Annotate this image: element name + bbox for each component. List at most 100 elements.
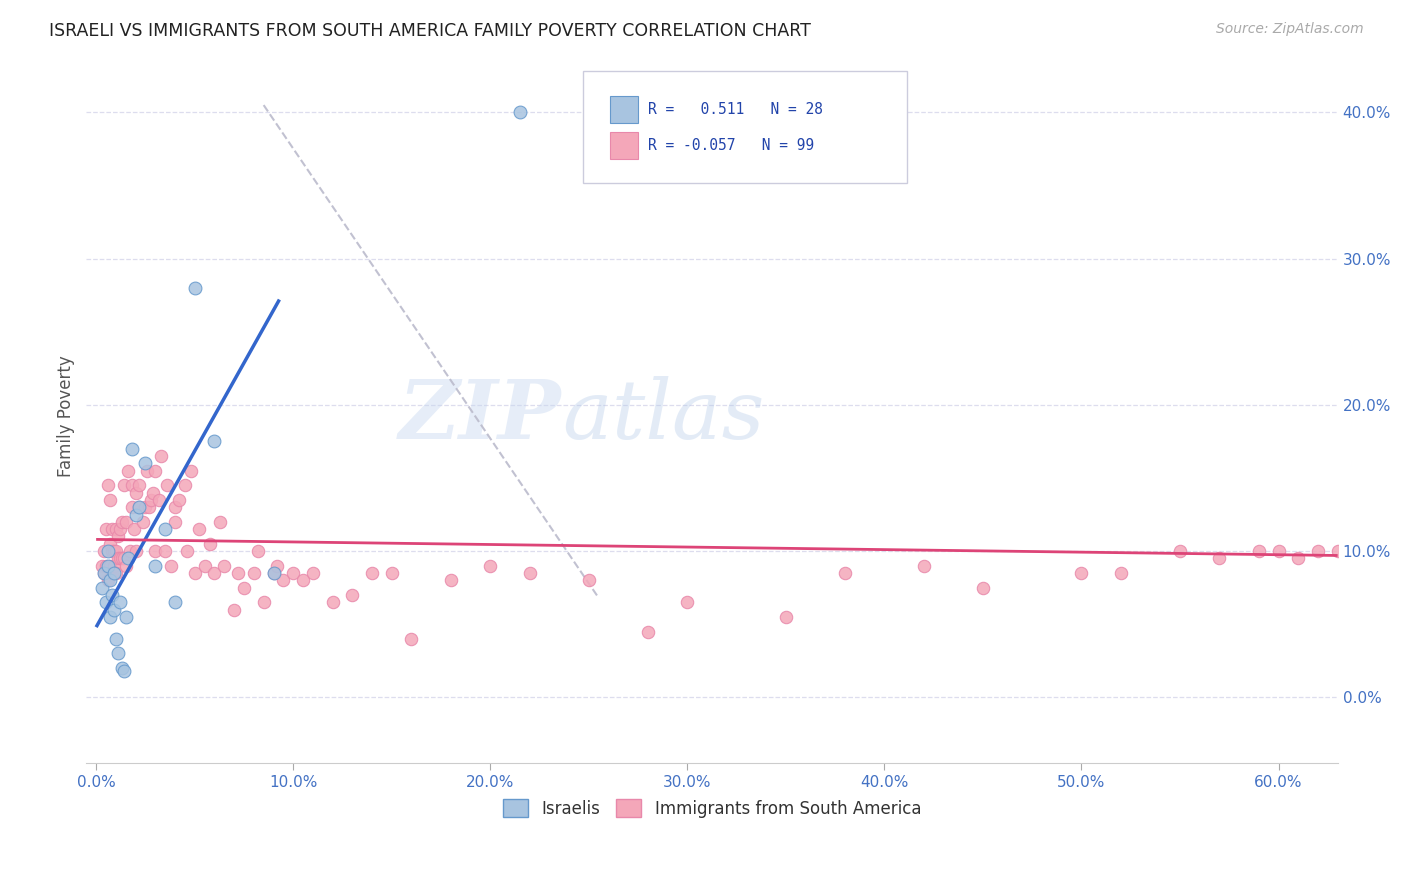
Point bbox=[98, 574, 121, 588]
Point bbox=[183, 566, 205, 580]
Point bbox=[183, 281, 205, 295]
Text: atlas: atlas bbox=[562, 376, 765, 456]
Point bbox=[103, 544, 125, 558]
Point bbox=[156, 478, 179, 492]
Point bbox=[124, 508, 146, 522]
Text: ISRAELI VS IMMIGRANTS FROM SOUTH AMERICA FAMILY POVERTY CORRELATION CHART: ISRAELI VS IMMIGRANTS FROM SOUTH AMERICA… bbox=[49, 22, 811, 40]
Point bbox=[200, 537, 222, 551]
Point bbox=[1109, 566, 1132, 580]
Point bbox=[114, 558, 136, 573]
Point bbox=[118, 544, 141, 558]
Point bbox=[124, 485, 146, 500]
Point bbox=[153, 544, 176, 558]
Point bbox=[1286, 551, 1309, 566]
Point bbox=[121, 500, 143, 515]
Point bbox=[91, 581, 114, 595]
Point bbox=[97, 558, 120, 573]
Point bbox=[401, 632, 423, 646]
Point bbox=[212, 558, 235, 573]
Point bbox=[114, 515, 136, 529]
Point bbox=[263, 566, 285, 580]
Point bbox=[153, 522, 176, 536]
Point bbox=[578, 574, 600, 588]
Point bbox=[111, 515, 134, 529]
Point bbox=[112, 664, 135, 678]
Point bbox=[108, 522, 131, 536]
Legend: Israelis, Immigrants from South America: Israelis, Immigrants from South America bbox=[496, 793, 928, 824]
Point bbox=[222, 602, 245, 616]
Point bbox=[246, 544, 269, 558]
Point bbox=[243, 566, 266, 580]
Point bbox=[111, 661, 134, 675]
Point bbox=[143, 464, 166, 478]
Point bbox=[128, 478, 150, 492]
Point bbox=[124, 544, 146, 558]
Point bbox=[519, 566, 541, 580]
Point bbox=[104, 566, 127, 580]
Point bbox=[637, 624, 659, 639]
Point bbox=[103, 602, 125, 616]
Point bbox=[912, 558, 935, 573]
Point bbox=[143, 544, 166, 558]
Point bbox=[160, 558, 183, 573]
Point bbox=[138, 500, 160, 515]
Point bbox=[479, 558, 502, 573]
Point bbox=[1306, 544, 1329, 558]
Point bbox=[361, 566, 384, 580]
Point bbox=[103, 566, 125, 580]
Point bbox=[91, 558, 114, 573]
Point bbox=[134, 456, 156, 470]
Point bbox=[97, 478, 120, 492]
Point bbox=[676, 595, 699, 609]
Point bbox=[101, 522, 124, 536]
Point bbox=[176, 544, 198, 558]
Point bbox=[167, 492, 190, 507]
Point bbox=[104, 544, 127, 558]
Point bbox=[117, 464, 139, 478]
Point bbox=[509, 105, 531, 120]
Point bbox=[342, 588, 364, 602]
Point bbox=[114, 610, 136, 624]
Point bbox=[93, 566, 115, 580]
Point bbox=[101, 566, 124, 580]
Point bbox=[173, 478, 195, 492]
Point bbox=[98, 558, 121, 573]
Point bbox=[266, 558, 288, 573]
Point bbox=[142, 485, 165, 500]
Point bbox=[141, 492, 163, 507]
Point bbox=[202, 434, 225, 449]
Point bbox=[163, 515, 186, 529]
Point bbox=[292, 574, 315, 588]
Text: ZIP: ZIP bbox=[399, 376, 562, 456]
Point bbox=[972, 581, 994, 595]
Point bbox=[121, 478, 143, 492]
Point bbox=[150, 449, 173, 463]
Point bbox=[273, 574, 295, 588]
Text: R =   0.511   N = 28: R = 0.511 N = 28 bbox=[648, 103, 823, 117]
Point bbox=[112, 478, 135, 492]
Point bbox=[104, 522, 127, 536]
Point bbox=[163, 500, 186, 515]
Point bbox=[97, 574, 120, 588]
Point bbox=[834, 566, 856, 580]
Point bbox=[1267, 544, 1289, 558]
Point bbox=[1070, 566, 1092, 580]
Point bbox=[193, 558, 215, 573]
Point bbox=[128, 500, 150, 515]
Point bbox=[253, 595, 276, 609]
Point bbox=[107, 647, 129, 661]
Point bbox=[94, 522, 117, 536]
Point bbox=[302, 566, 325, 580]
Point bbox=[283, 566, 305, 580]
Point bbox=[1168, 544, 1191, 558]
Point bbox=[98, 492, 121, 507]
Point bbox=[134, 500, 156, 515]
Point bbox=[132, 515, 155, 529]
Point bbox=[98, 610, 121, 624]
Point bbox=[163, 595, 186, 609]
Point bbox=[97, 544, 120, 558]
Point bbox=[107, 529, 129, 543]
Point bbox=[94, 558, 117, 573]
Point bbox=[112, 551, 135, 566]
Point bbox=[1247, 544, 1270, 558]
